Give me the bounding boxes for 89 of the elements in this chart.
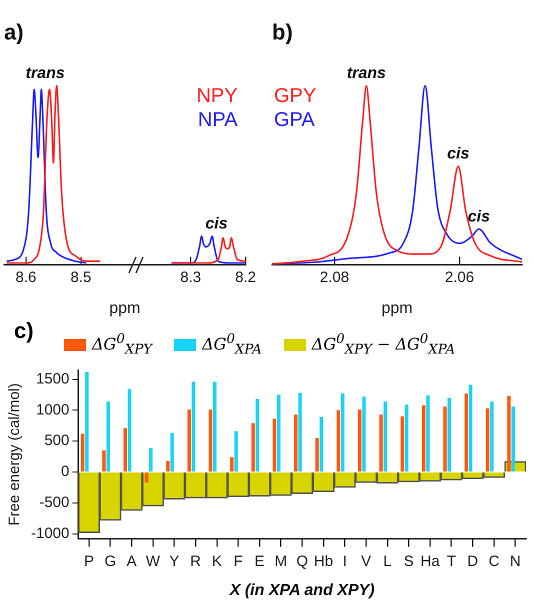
bar [315, 438, 319, 472]
bar [187, 410, 191, 472]
text: NPA [198, 108, 238, 131]
x-tick-label: W [146, 552, 161, 570]
x-axis-title: ppm [109, 300, 140, 317]
x-tick-label: Q [296, 552, 308, 570]
annotation: cis [447, 146, 470, 163]
bar [256, 399, 260, 472]
x-tick-label: L [383, 552, 392, 570]
bar [149, 448, 153, 472]
x-tick-label: Y [169, 552, 180, 570]
y-tick-label: 1000 [36, 401, 70, 418]
text: NPY [196, 84, 238, 107]
y-axis-title: Free energy (cal/mol) [6, 383, 24, 526]
y-tick-label: -1000 [30, 524, 70, 542]
annotation: cis [205, 216, 228, 233]
bar [426, 395, 430, 472]
annotation: trans [346, 65, 386, 82]
bar [511, 406, 515, 472]
annotation: trans [26, 65, 65, 82]
bar [298, 392, 302, 472]
bar [400, 416, 404, 472]
text: GPA [274, 108, 316, 131]
bar [102, 450, 106, 472]
bar [192, 382, 196, 472]
chart-title: c) [14, 318, 35, 344]
bar [320, 416, 324, 472]
y-tick-label: -500 [39, 494, 70, 512]
x-tick-label: E [254, 552, 265, 570]
y-tick-label: 0 [61, 463, 70, 480]
bar [379, 414, 383, 472]
text: GPY [274, 84, 316, 107]
bar [358, 410, 362, 472]
bar [468, 384, 472, 472]
chart-title: b) [272, 19, 293, 44]
x-tick-label: M [274, 552, 288, 570]
x-tick-label: T [446, 552, 456, 570]
x-tick-label: N [510, 552, 521, 570]
bar [166, 460, 170, 472]
bar [336, 410, 340, 472]
y-tick-label: 1500 [36, 370, 70, 388]
bar [128, 389, 132, 472]
x-tick-label: G [104, 552, 116, 570]
x-tick-label: 2.08 [320, 268, 350, 286]
bar [422, 405, 426, 472]
bar [294, 414, 298, 472]
bar [464, 393, 468, 472]
bar [272, 418, 276, 472]
bar [490, 402, 494, 472]
bar [507, 396, 511, 472]
x-tick-label: I [342, 552, 347, 570]
bar [404, 404, 408, 472]
x-tick-label: 8.2 [235, 268, 256, 286]
bar [486, 408, 490, 472]
x-tick-label: V [361, 552, 372, 570]
bar [80, 434, 84, 472]
bar [384, 402, 388, 472]
bar [144, 472, 148, 483]
bar [213, 382, 217, 472]
bar [85, 372, 89, 472]
x-tick-label: Hb [314, 552, 334, 570]
bar [230, 457, 234, 472]
x-tick-label: 8.6 [16, 268, 36, 286]
x-tick-label: C [488, 552, 500, 570]
x-tick-label: Ha [420, 552, 440, 570]
x-tick-label: 2.06 [444, 268, 474, 286]
bar [251, 423, 255, 472]
x-tick-label: K [212, 552, 222, 570]
x-tick-label: P [84, 552, 94, 570]
x-axis-title: ppm [381, 300, 413, 317]
x-tick-label: F [234, 552, 243, 570]
bar [276, 394, 280, 472]
x-tick-label: D [467, 552, 478, 570]
x-tick-label: 8.5 [70, 268, 92, 286]
bar [208, 410, 212, 472]
bar [234, 431, 238, 472]
x-axis-title: X (in XPA and XPY) [228, 582, 375, 599]
x-tick-label: R [190, 552, 202, 570]
y-tick-label: 500 [44, 432, 70, 450]
bar [448, 398, 452, 472]
x-tick-label: 8.3 [180, 268, 202, 286]
x-tick-label: S [404, 552, 414, 570]
chart-title: a) [4, 19, 24, 44]
bar [340, 393, 344, 472]
bar [106, 402, 110, 472]
annotation: cis [468, 208, 490, 226]
x-tick-label: A [126, 552, 137, 570]
bar [124, 428, 128, 472]
bar [170, 433, 174, 472]
